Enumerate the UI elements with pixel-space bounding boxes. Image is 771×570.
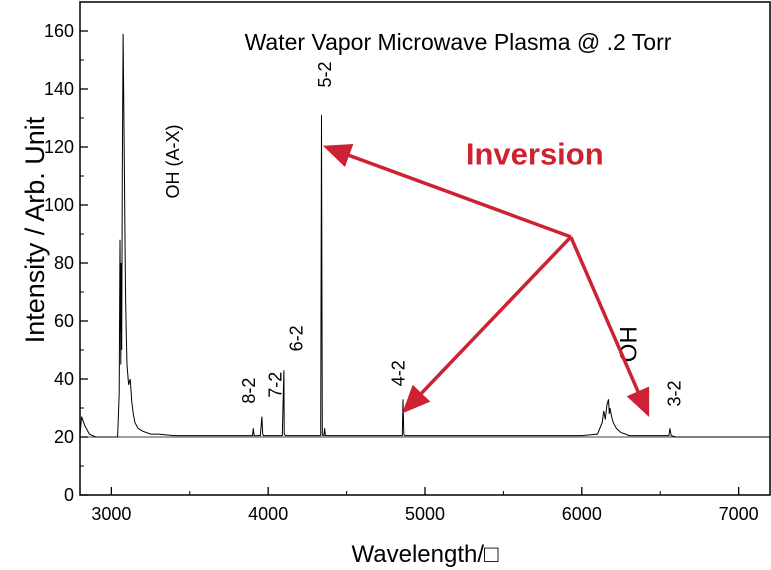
y-tick-label: 40 — [54, 369, 74, 389]
peak-label: 8-2 — [239, 378, 259, 404]
peak-label: 6-2 — [287, 325, 307, 351]
y-tick-label: 20 — [54, 427, 74, 447]
peak-label: 4-2 — [389, 360, 409, 386]
x-tick-label: 5000 — [405, 504, 445, 524]
y-tick-label: 100 — [44, 195, 74, 215]
y-tick-label: 120 — [44, 137, 74, 157]
x-tick-label: 4000 — [248, 504, 288, 524]
x-axis-label: Wavelength/□ — [351, 541, 499, 568]
x-tick-label: 7000 — [719, 504, 759, 524]
y-tick-label: 160 — [44, 21, 74, 41]
peak-label: 7-2 — [266, 372, 286, 398]
y-tick-label: 140 — [44, 79, 74, 99]
y-axis-label: Intensity / Arb. Unit — [20, 116, 50, 343]
x-tick-label: 6000 — [562, 504, 602, 524]
oh-label: OH — [616, 326, 643, 362]
inversion-arrow — [569, 236, 650, 418]
peak-label: 3-2 — [665, 380, 685, 406]
peak-label: OH (A-X) — [163, 125, 183, 199]
y-tick-label: 60 — [54, 311, 74, 331]
peak-label: 5-2 — [315, 61, 335, 87]
inversion-arrow — [402, 235, 573, 414]
y-tick-label: 80 — [54, 253, 74, 273]
plot-frame — [79, 1, 771, 496]
y-tick-label: 0 — [64, 485, 74, 505]
inversion-annotation: Inversion — [466, 136, 604, 171]
inversion-arrow — [322, 143, 572, 239]
spectrum-line — [79, 33, 770, 438]
chart-title: Water Vapor Microwave Plasma @ .2 Torr — [245, 29, 672, 55]
x-tick-label: 3000 — [91, 504, 131, 524]
